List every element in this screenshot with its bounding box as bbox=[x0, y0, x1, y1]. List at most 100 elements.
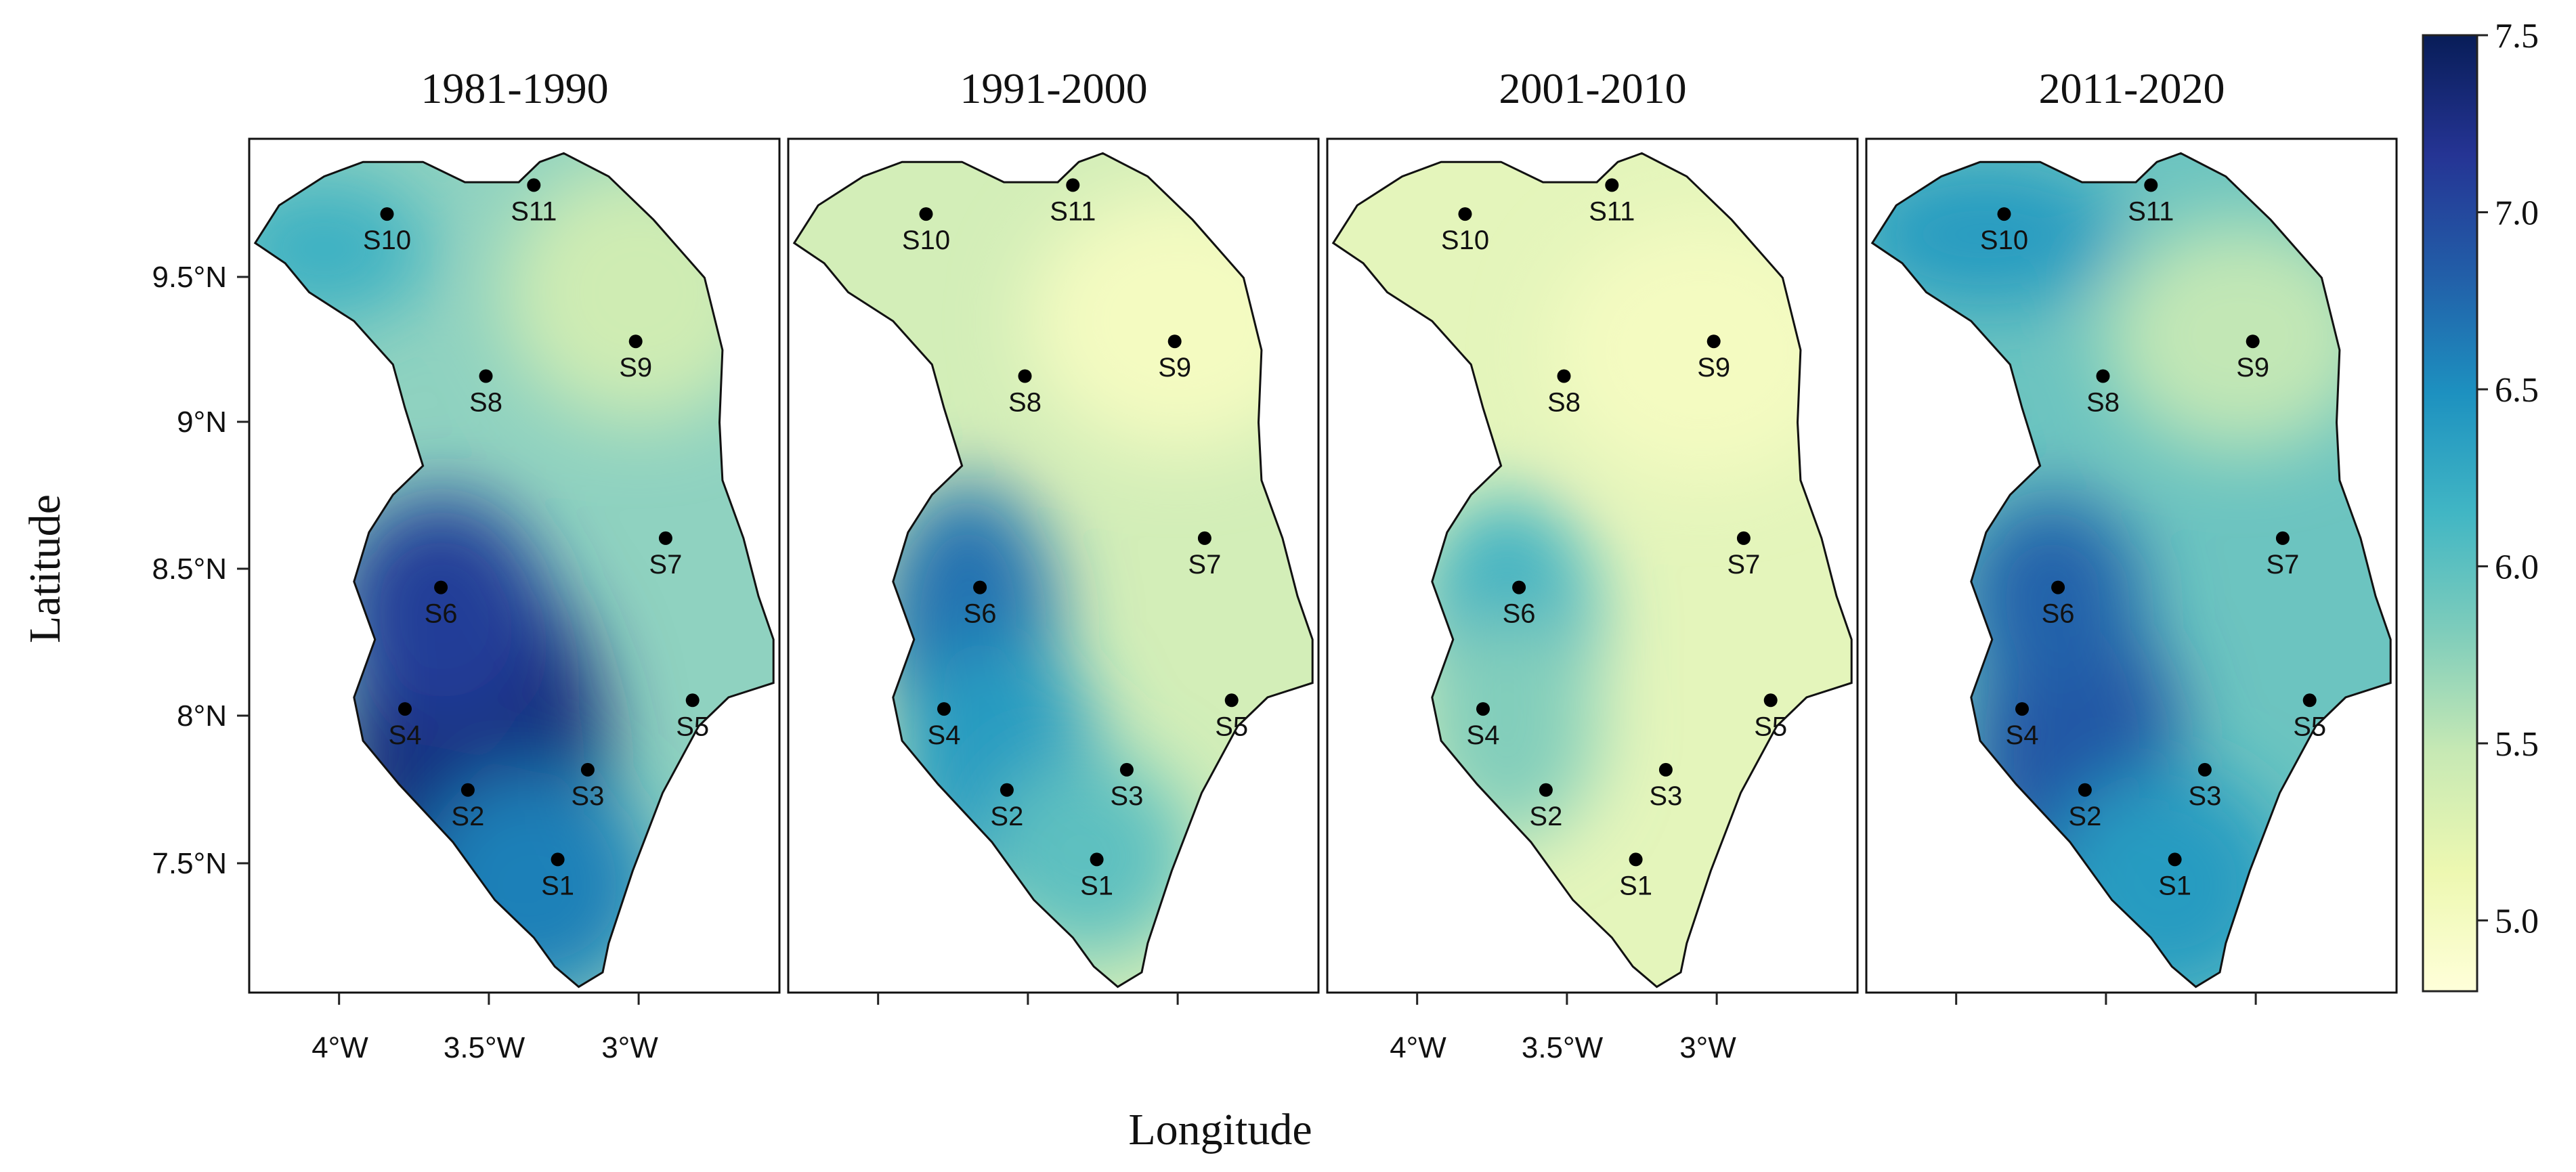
station-label: S1 bbox=[1619, 871, 1652, 900]
station-marker bbox=[628, 334, 643, 349]
station-marker bbox=[2096, 369, 2110, 383]
station-marker bbox=[460, 783, 475, 797]
lon-tick-label: 3°W bbox=[601, 1031, 658, 1064]
station-label: S5 bbox=[1754, 712, 1787, 741]
station-marker bbox=[2015, 702, 2029, 716]
station-label: S11 bbox=[511, 196, 557, 226]
panel-border bbox=[248, 137, 781, 994]
station-label: S6 bbox=[2042, 599, 2075, 629]
lon-tick-label: 4°W bbox=[312, 1031, 368, 1064]
colorbar-tick-label: 5.5 bbox=[2495, 725, 2539, 764]
station-label: S3 bbox=[1110, 781, 1143, 811]
station-marker bbox=[937, 702, 951, 716]
station-marker bbox=[580, 762, 595, 777]
station-marker bbox=[434, 580, 448, 594]
station-marker bbox=[1197, 531, 1211, 545]
station-marker bbox=[1018, 369, 1032, 383]
colorbar-tick-label: 7.0 bbox=[2495, 194, 2539, 233]
region-boundary bbox=[253, 152, 775, 989]
station-marker bbox=[1458, 207, 1472, 221]
lat-tick-label: 8°N bbox=[177, 699, 227, 733]
lat-tick-label: 9.5°N bbox=[152, 261, 227, 294]
station-label: S5 bbox=[2293, 712, 2326, 741]
station-marker bbox=[1512, 580, 1526, 594]
station-marker bbox=[2168, 852, 2182, 867]
station-marker bbox=[973, 580, 987, 594]
station-label: S8 bbox=[469, 388, 502, 418]
station-label: S3 bbox=[1649, 781, 1682, 811]
station-marker bbox=[2078, 783, 2092, 797]
lon-tick-label: 3°W bbox=[1679, 1031, 1736, 1064]
station-marker bbox=[2144, 178, 2158, 192]
station-label: S9 bbox=[1158, 353, 1191, 383]
station-label: S9 bbox=[619, 353, 652, 383]
station-label: S2 bbox=[2068, 802, 2101, 831]
y-axis-label: Latitude bbox=[20, 494, 70, 643]
latitude-axis: 9.5°N 9°N 8.5°N 8°N 7.5°N bbox=[152, 261, 249, 880]
panel-title-4: 2011-2020 bbox=[2039, 64, 2225, 112]
longitude-axis-panel-3: 4°W 3.5°W 3°W bbox=[1390, 1031, 1736, 1064]
station-marker bbox=[1997, 207, 2011, 221]
station-marker bbox=[1066, 178, 1080, 192]
station-marker bbox=[658, 531, 672, 545]
station-label: S4 bbox=[389, 720, 422, 750]
station-label: S1 bbox=[541, 871, 574, 900]
station-label: S1 bbox=[1080, 871, 1113, 900]
lat-tick-label: 9°N bbox=[177, 406, 227, 439]
colorbar-tick-label: 6.0 bbox=[2495, 548, 2539, 586]
colorbar-tick-label: 7.5 bbox=[2495, 17, 2539, 56]
station-marker bbox=[551, 852, 565, 867]
map-panel-1981-1990: S1 S2 S3 S4 S5 S6 S7 S8 S9 S10 S11 bbox=[248, 137, 781, 994]
station-marker bbox=[1658, 762, 1673, 777]
colorbar: 7.5 7.0 6.5 6.0 5.5 5.0 bbox=[2422, 17, 2539, 993]
station-label: S9 bbox=[1697, 353, 1730, 383]
station-marker bbox=[2197, 762, 2212, 777]
station-marker bbox=[380, 207, 394, 221]
station-marker bbox=[2302, 693, 2317, 708]
station-label: S9 bbox=[2236, 353, 2269, 383]
station-marker bbox=[1224, 693, 1239, 708]
station-label: S10 bbox=[1980, 225, 2028, 255]
station-marker bbox=[1629, 852, 1643, 867]
station-marker bbox=[1605, 178, 1619, 192]
station-label: S8 bbox=[1547, 388, 1581, 418]
lon-tick-label: 3.5°W bbox=[444, 1031, 525, 1064]
station-marker bbox=[1706, 334, 1721, 349]
colorbar-tick-label: 6.5 bbox=[2495, 371, 2539, 410]
longitude-axis-panel-1: 4°W 3.5°W 3°W bbox=[312, 1031, 658, 1064]
station-marker bbox=[1000, 783, 1014, 797]
field-blob bbox=[1872, 162, 2121, 307]
panel-border bbox=[787, 137, 1320, 994]
station-label: S3 bbox=[571, 781, 604, 811]
station-label: S7 bbox=[1188, 550, 1221, 580]
station-marker bbox=[1090, 852, 1104, 867]
panel-title-3: 2001-2010 bbox=[1499, 64, 1686, 112]
station-label: S3 bbox=[2188, 781, 2221, 811]
station-label: S5 bbox=[676, 712, 709, 741]
station-label: S2 bbox=[451, 802, 484, 831]
region-boundary bbox=[792, 152, 1314, 989]
station-marker bbox=[527, 178, 541, 192]
station-label: S7 bbox=[1727, 550, 1760, 580]
station-label: S11 bbox=[1050, 196, 1096, 226]
colorbar-gradient bbox=[2422, 34, 2478, 993]
lon-tick-label: 3.5°W bbox=[1522, 1031, 1604, 1064]
station-marker bbox=[2246, 334, 2260, 349]
lon-tick-label: 4°W bbox=[1390, 1031, 1446, 1064]
station-marker bbox=[1557, 369, 1571, 383]
station-marker bbox=[1167, 334, 1182, 349]
colorbar-tick-label: 5.0 bbox=[2495, 902, 2539, 940]
station-marker bbox=[2051, 580, 2065, 594]
field-blob bbox=[336, 494, 546, 726]
station-marker bbox=[685, 693, 700, 708]
station-marker bbox=[1763, 693, 1778, 708]
station-label: S4 bbox=[928, 720, 961, 750]
station-label: S10 bbox=[363, 225, 411, 255]
field-blob bbox=[1962, 494, 2142, 697]
panel-border bbox=[1326, 137, 1859, 994]
station-label: S5 bbox=[1215, 712, 1248, 741]
colorbar-ticks: 7.5 7.0 6.5 6.0 5.5 5.0 bbox=[2477, 17, 2539, 940]
station-marker bbox=[479, 369, 493, 383]
station-label: S10 bbox=[1441, 225, 1489, 255]
